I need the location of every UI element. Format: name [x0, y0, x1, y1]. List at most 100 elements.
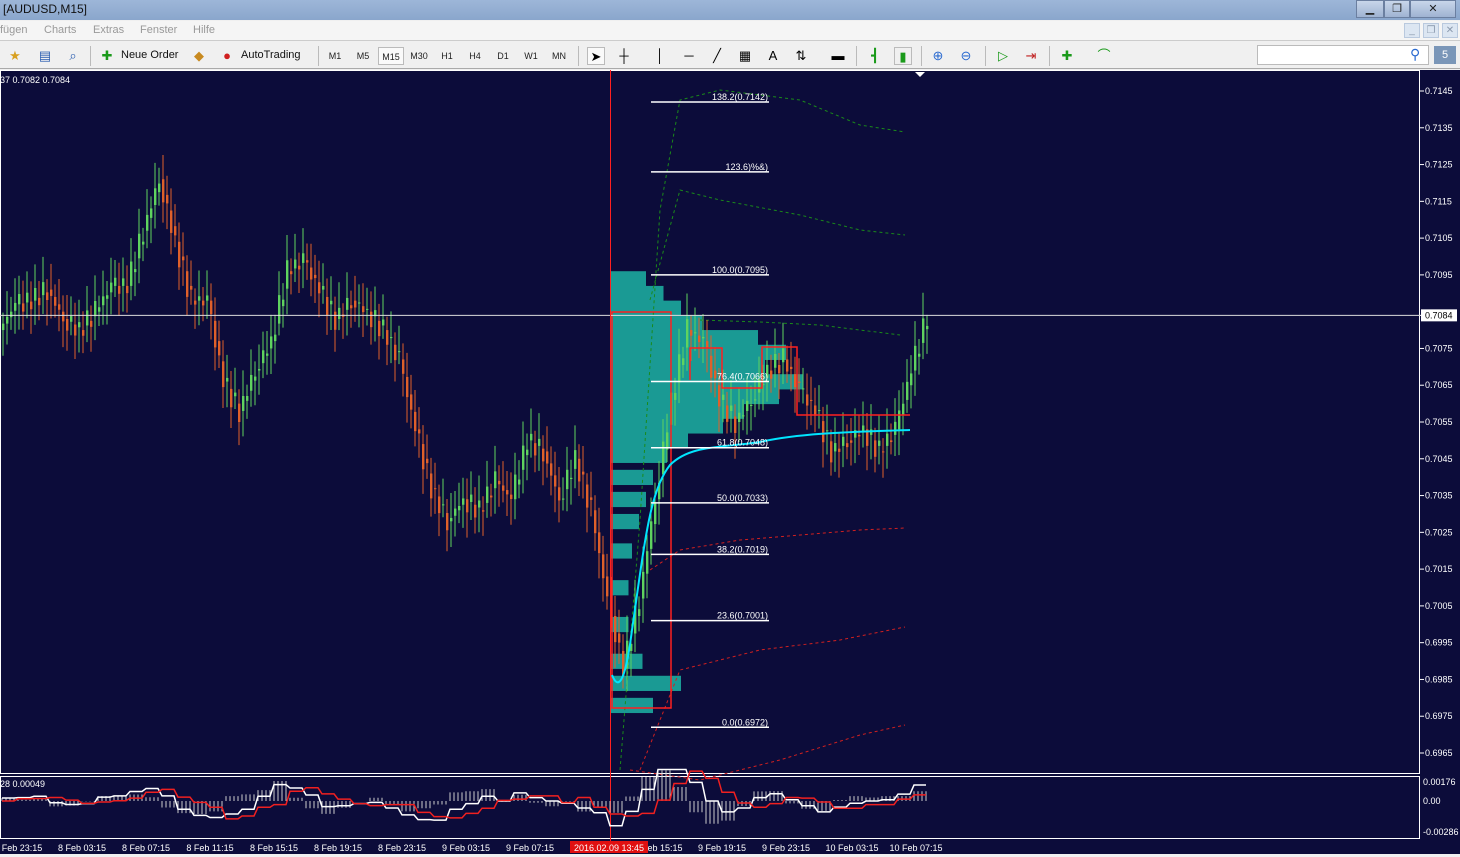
- timeframe-m30[interactable]: M30: [410, 51, 428, 61]
- candle-body: [418, 429, 421, 434]
- bar-chart-icon[interactable]: ▬: [831, 48, 845, 63]
- candle-body: [50, 289, 53, 296]
- candle-body: [238, 403, 241, 422]
- mdi-restore-button[interactable]: ❐: [1423, 23, 1439, 38]
- candle-body: [866, 429, 869, 446]
- price-tick-label: 0.7084: [1425, 310, 1453, 320]
- price-chart[interactable]: 37 0.7082 0.7084 138.2(0.7142) 123.6)%&) 10…: [0, 70, 1460, 854]
- candle-body: [126, 285, 129, 294]
- chart-shift-icon[interactable]: ⇥: [1025, 48, 1037, 63]
- fib-level-label: 100.0(0.7095): [712, 265, 768, 275]
- candle-body: [690, 330, 693, 336]
- candle-body: [586, 484, 589, 508]
- candle-body: [186, 271, 189, 297]
- time-tick-label: Feb 23:15: [2, 843, 43, 853]
- lower-band-1: [649, 527, 906, 571]
- candle-body: [190, 285, 193, 290]
- candle-body: [594, 510, 597, 534]
- candle-body: [406, 376, 409, 398]
- candle-body: [154, 188, 157, 206]
- candle-body: [218, 341, 221, 356]
- market-watch-icon[interactable]: ▤: [38, 48, 52, 63]
- candle-body: [826, 430, 829, 432]
- window-title: [AUDUSD,M15]: [3, 2, 88, 16]
- autotrading-icon[interactable]: ●: [223, 48, 231, 63]
- candle-body: [414, 411, 417, 432]
- minimize-button[interactable]: ▁: [1356, 0, 1384, 18]
- search-input[interactable]: [1257, 45, 1429, 65]
- chart-window[interactable]: 37 0.7082 0.7084 138.2(0.7142) 123.6)%&) 10…: [0, 70, 1460, 854]
- search-icon[interactable]: ⚲: [1410, 46, 1421, 62]
- indicators-icon[interactable]: ✚: [1061, 48, 1073, 63]
- menu-extras[interactable]: Extras: [93, 24, 125, 36]
- new-order-button[interactable]: Neue Order: [121, 49, 179, 61]
- notifications-badge[interactable]: 5: [1434, 46, 1456, 64]
- candle-body: [566, 469, 569, 490]
- timeframe-m5[interactable]: M5: [356, 51, 370, 61]
- candle-body: [498, 480, 501, 485]
- menu-charts[interactable]: Charts: [44, 24, 77, 36]
- crosshair-icon[interactable]: ┼: [619, 48, 629, 63]
- candle-body: [698, 335, 701, 343]
- autoscroll-icon[interactable]: ▷: [998, 48, 1008, 63]
- channel-icon[interactable]: ▦: [738, 48, 752, 63]
- arrows-icon[interactable]: ⇅: [795, 48, 807, 63]
- bars-icon[interactable]: ┫: [871, 48, 879, 63]
- new-order-icon[interactable]: ✚: [101, 48, 113, 63]
- candle-body: [746, 400, 749, 411]
- timeframe-m1[interactable]: M1: [328, 51, 342, 61]
- vertical-line-icon[interactable]: │: [655, 48, 665, 63]
- candle-body: [630, 643, 633, 651]
- candle-body: [838, 448, 841, 452]
- timeframe-mn[interactable]: MN: [552, 51, 566, 61]
- cursor-icon[interactable]: ➤: [587, 47, 605, 65]
- maximize-button[interactable]: ❐: [1384, 0, 1410, 18]
- upper-band-1: [649, 189, 906, 301]
- candle-body: [646, 551, 649, 574]
- timeframe-h1[interactable]: H1: [441, 51, 453, 61]
- zoom-out-icon[interactable]: ⊖: [960, 48, 972, 63]
- menu-insert[interactable]: fügen: [0, 24, 28, 36]
- close-button[interactable]: ✕: [1410, 0, 1456, 18]
- eraser-icon[interactable]: ◆: [194, 48, 204, 63]
- candle-body: [562, 498, 565, 500]
- candle-body: [98, 307, 101, 312]
- price-tick-label: 0.7015: [1425, 564, 1453, 574]
- timeframe-d1[interactable]: D1: [497, 51, 509, 61]
- candle-body: [202, 300, 205, 306]
- autotrading-button[interactable]: AutoTrading: [241, 49, 301, 61]
- menu-window[interactable]: Fenster: [140, 24, 178, 36]
- fib-level-label: 123.6)%&): [725, 162, 768, 172]
- timeframe-m15[interactable]: M15: [378, 47, 404, 65]
- mdi-close-button[interactable]: ✕: [1442, 23, 1458, 38]
- volume-profile-bar: [611, 315, 702, 331]
- favorites-icon[interactable]: ★: [9, 48, 21, 63]
- fib-level-label: 38.2(0.7019): [717, 544, 768, 554]
- macd-tick-label: 0.00: [1423, 796, 1441, 806]
- candle-body: [66, 319, 69, 331]
- candle-body: [662, 441, 665, 475]
- text-icon[interactable]: A: [768, 48, 778, 63]
- mdi-minimize-button[interactable]: _: [1404, 23, 1420, 38]
- candle-body: [758, 378, 761, 393]
- candle-body: [166, 194, 169, 204]
- volume-profile-bar: [611, 330, 758, 346]
- candle-body: [382, 319, 385, 326]
- candle-body: [134, 269, 137, 273]
- menu-help[interactable]: Hilfe: [193, 24, 216, 36]
- candle-body: [46, 292, 49, 301]
- zoom-in-icon[interactable]: ⊕: [932, 48, 944, 63]
- candle-body: [882, 451, 885, 453]
- timeframe-w1[interactable]: W1: [524, 51, 538, 61]
- candle-body: [814, 405, 817, 416]
- horizontal-line-icon[interactable]: ─: [684, 48, 694, 63]
- candle-body: [634, 605, 637, 634]
- price-tick-label: 0.6995: [1425, 638, 1453, 648]
- poc-step-line: [689, 346, 910, 416]
- periods-icon[interactable]: ⌒: [1097, 48, 1111, 63]
- candles-icon[interactable]: ▮: [894, 47, 912, 65]
- trendline-icon[interactable]: ╱: [713, 48, 721, 63]
- timeframe-h4[interactable]: H4: [469, 51, 481, 61]
- candle-body: [422, 444, 425, 470]
- tester-icon[interactable]: ⌕: [69, 48, 77, 63]
